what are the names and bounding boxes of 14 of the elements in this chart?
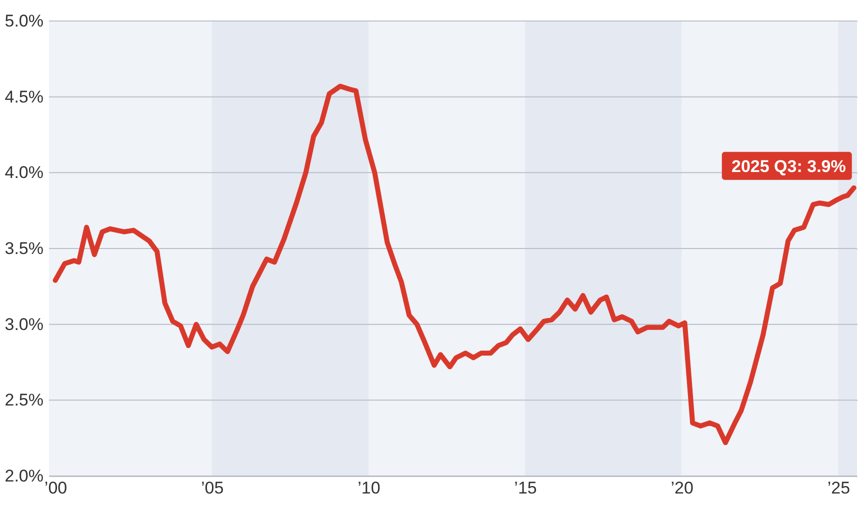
- x-tick-label: ’00: [44, 478, 68, 498]
- y-tick-label: 3.0%: [4, 314, 44, 334]
- y-tick-label: 2.0%: [4, 466, 44, 486]
- y-tick-label: 3.5%: [4, 239, 44, 258]
- y-tick-label: 4.0%: [4, 163, 44, 182]
- x-tick-label: ’20: [670, 478, 694, 498]
- y-tick-label: 4.5%: [4, 87, 44, 106]
- y-tick-label: 2.5%: [4, 390, 44, 410]
- annotation: 2025 Q3: 3.9%: [732, 156, 846, 176]
- x-tick-label: ’15: [514, 478, 537, 498]
- x-tick-label: ’05: [201, 478, 224, 498]
- x-tick-label: ’25: [827, 478, 850, 498]
- x-tick-label: ’10: [358, 478, 380, 498]
- y-tick-label: 5.0%: [4, 12, 44, 30]
